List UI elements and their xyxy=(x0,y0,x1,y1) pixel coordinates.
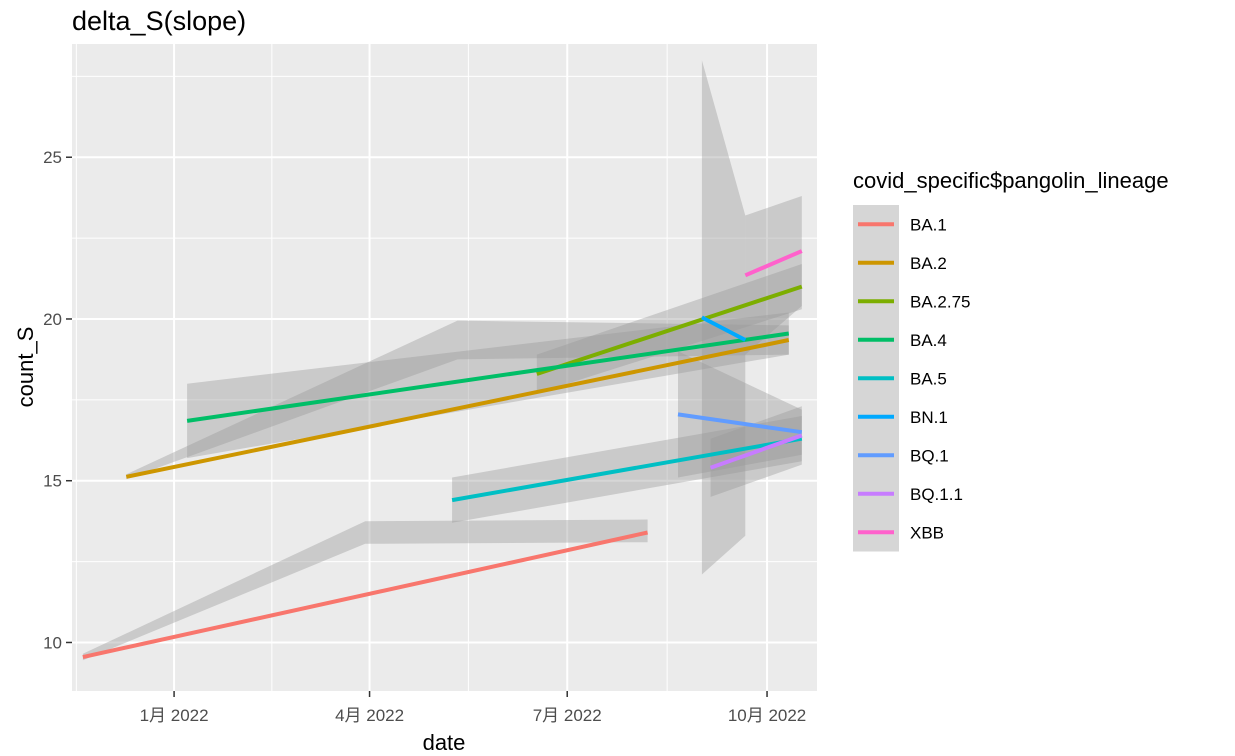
legend-label-bq-1: BQ.1 xyxy=(910,446,949,465)
series-line-ba-5 xyxy=(451,436,803,503)
x-axis: 1月 2022 4月 2022 7月 2022 10月 2022 xyxy=(140,691,806,725)
legend: covid_specific$pangolin_lineage BA.1 BA.2… xyxy=(853,168,1169,552)
y-tick-label: 10 xyxy=(43,633,62,652)
confidence-band-ba-2 xyxy=(126,320,789,480)
x-tick-label: 1月 2022 xyxy=(140,706,209,725)
legend-label-ba-1: BA.1 xyxy=(910,215,947,234)
x-tick-label: 7月 2022 xyxy=(533,706,602,725)
legend-label-ba-4: BA.4 xyxy=(910,331,947,350)
x-axis-title: date xyxy=(423,730,466,755)
legend-label-ba-5: BA.5 xyxy=(910,369,947,388)
series-line-ba-2-75 xyxy=(536,284,803,376)
series-line-ba-4 xyxy=(186,331,790,423)
confidence-band-ba-4 xyxy=(187,312,789,459)
series-line-ba-1 xyxy=(82,530,649,659)
legend-label-xbb: XBB xyxy=(910,523,944,542)
x-tick-label: 4月 2022 xyxy=(335,706,404,725)
series-lines xyxy=(82,249,803,659)
series-line-ba-2 xyxy=(125,338,790,479)
series-line-bq-1-1 xyxy=(709,433,803,470)
legend-label-ba-2-75: BA.2.75 xyxy=(910,292,971,311)
plot-panel xyxy=(72,44,817,691)
legend-title: covid_specific$pangolin_lineage xyxy=(853,168,1169,193)
legend-label-bn-1: BN.1 xyxy=(910,408,948,427)
series-line-bq-1 xyxy=(677,412,803,435)
legend-label-bq-1-1: BQ.1.1 xyxy=(910,485,963,504)
confidence-band-xbb xyxy=(745,196,802,355)
legend-label-ba-2: BA.2 xyxy=(910,254,947,273)
series-line-xbb xyxy=(744,249,803,278)
y-axis: 10 15 20 25 xyxy=(43,148,72,652)
confidence-band-bn-1 xyxy=(701,60,746,575)
chart-title: delta_S(slope) xyxy=(72,6,246,36)
y-tick-label: 25 xyxy=(43,148,62,167)
y-tick-label: 20 xyxy=(43,310,62,329)
grid-minor xyxy=(72,44,817,691)
y-axis-title: count_S xyxy=(13,327,38,408)
series-line-bn-1 xyxy=(700,315,747,342)
x-tick-label: 10月 2022 xyxy=(728,706,806,725)
confidence-band-ba-1 xyxy=(82,519,648,661)
y-tick-label: 15 xyxy=(43,472,62,491)
